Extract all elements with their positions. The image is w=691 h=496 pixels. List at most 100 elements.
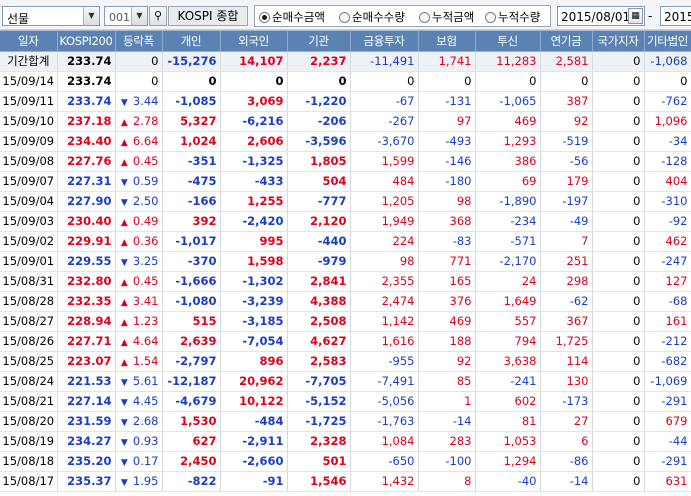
cell-kospi200: 234.27 bbox=[57, 431, 116, 452]
cell-trust: -2,170 bbox=[475, 251, 541, 272]
cell-kospi200: 231.59 bbox=[57, 411, 116, 432]
cell-frn: -2,660 bbox=[220, 451, 288, 472]
cell-date: 15/09/01 bbox=[0, 251, 58, 272]
cell-gov: 0 bbox=[592, 471, 645, 492]
table-row[interactable]: 15/08/25 223.07 ▲ 1.54 -2,797 896 2,583 -955 92 3… bbox=[0, 351, 691, 372]
table-row[interactable]: 15/08/20 231.59 ▼ 2.68 1,530 -484 -1,725 -1,763… bbox=[0, 411, 691, 432]
table-row[interactable]: 15/08/21 227.14 ▼ 4.45 -4,679 10,122 -5,152 -5,… bbox=[0, 391, 691, 412]
radio-button-icon bbox=[485, 11, 496, 23]
cell-date: 15/09/11 bbox=[0, 91, 58, 112]
table-row[interactable]: 15/09/14 233.74 0 0 0 0 0 0 0 0 0 0 bbox=[0, 71, 691, 92]
arrow-up-icon: ▲ bbox=[120, 158, 128, 168]
arrow-up-icon: ▲ bbox=[120, 218, 128, 228]
cell-ind: -1,017 bbox=[162, 231, 221, 252]
cell-inst: -979 bbox=[287, 251, 351, 272]
column-header[interactable]: 금융투자 bbox=[350, 31, 419, 52]
cell-kospi200: 233.74 bbox=[57, 91, 116, 112]
cell-kospi200: 229.91 bbox=[57, 231, 116, 252]
index-code-select[interactable]: 001 ▼ bbox=[104, 6, 148, 26]
cell-ind: -15,276 bbox=[162, 51, 221, 72]
radio-cumulative-volume[interactable]: 누적수량 bbox=[485, 10, 540, 24]
change-value: 0.45 bbox=[132, 154, 159, 168]
cell-frn: 14,107 bbox=[220, 51, 288, 72]
market-select[interactable]: 선물 ▼ bbox=[2, 6, 100, 26]
column-header[interactable]: 국가지자 bbox=[592, 31, 645, 52]
date-range-separator: - bbox=[648, 9, 653, 23]
column-header[interactable]: 일자 bbox=[0, 31, 58, 52]
cell-pen: 2,581 bbox=[540, 51, 593, 72]
cell-gov: 0 bbox=[592, 91, 645, 112]
date-to-field[interactable]: 2015 bbox=[660, 6, 691, 26]
cell-gov: 0 bbox=[592, 311, 645, 332]
table-row[interactable]: 15/09/04 227.90 ▼ 2.50 -166 1,255 -777 1,205 98-… bbox=[0, 191, 691, 212]
radio-net-buy-amount[interactable]: 순매수금액 bbox=[259, 10, 325, 24]
cell-etc: 127 bbox=[644, 271, 691, 292]
cell-trust: -241 bbox=[475, 371, 541, 392]
toolbar: 선물 ▼ 001 ▼ ⚲ KOSPI 종합 순매수금액 순매수수량 누적금액 누… bbox=[0, 0, 691, 30]
cell-fin: -267 bbox=[350, 111, 419, 132]
cell-kospi200: 227.90 bbox=[57, 191, 116, 212]
cell-trust: -1,065 bbox=[475, 91, 541, 112]
radio-button-icon bbox=[259, 11, 270, 23]
cell-change: ▲ 1.54 bbox=[115, 351, 163, 372]
cell-inst: 2,508 bbox=[287, 311, 351, 332]
radio-label: 누적금액 bbox=[432, 10, 475, 24]
table-row[interactable]: 15/08/19 234.27 ▼ 0.93 627 -2,911 2,328 1,084 28… bbox=[0, 431, 691, 452]
cell-date: 15/09/03 bbox=[0, 211, 58, 232]
column-header[interactable]: 기타법인 bbox=[644, 31, 691, 52]
cell-inst: 2,237 bbox=[287, 51, 351, 72]
table-row[interactable]: 15/09/03 230.40 ▲ 0.49 392 -2,420 2,120 1,949 36… bbox=[0, 211, 691, 232]
cell-ins: 188 bbox=[418, 331, 476, 352]
radio-cumulative-amount[interactable]: 누적금액 bbox=[419, 10, 474, 24]
cell-gov: 0 bbox=[592, 191, 645, 212]
table-row[interactable]: 15/09/01 229.55 ▼ 3.25 -370 1,598 -979 98 771 -2,… bbox=[0, 251, 691, 272]
column-header[interactable]: 외국인 bbox=[220, 31, 288, 52]
table-row[interactable]: 15/08/26 227.71 ▲ 4.64 2,639 -7,054 4,627 1,616… bbox=[0, 331, 691, 352]
cell-etc: -128 bbox=[644, 151, 691, 172]
cell-date: 15/09/14 bbox=[0, 71, 58, 92]
cell-ind: -166 bbox=[162, 191, 221, 212]
date-from-field[interactable]: 2015/08/01 ▦ bbox=[557, 6, 645, 26]
radio-net-buy-volume[interactable]: 순매수수량 bbox=[339, 10, 405, 24]
table-row[interactable]: 15/09/11 233.74 ▼ 3.44 -1,085 3,069 -1,220 -67-… bbox=[0, 91, 691, 112]
table-row[interactable]: 15/09/02 229.91 ▲ 0.36 -1,017 995 -440 224 -83 -5… bbox=[0, 231, 691, 252]
chevron-down-icon[interactable]: ▼ bbox=[83, 7, 99, 25]
column-header[interactable]: 연기금 bbox=[540, 31, 593, 52]
table-row[interactable]: 15/09/07 227.31 ▼ 0.59 -475 -433 504 484 -180 69 1… bbox=[0, 171, 691, 192]
table-row[interactable]: 15/09/08 227.76 ▲ 0.45 -351 -1,325 1,805 1,599-… bbox=[0, 151, 691, 172]
table-row[interactable]: 15/08/27 228.94 ▲ 1.23 515 -3,185 2,508 1,142 46… bbox=[0, 311, 691, 332]
cell-fin: 1,616 bbox=[350, 331, 419, 352]
table-row[interactable]: 15/09/09 234.40 ▲ 6.64 1,024 2,606 -3,596 -3,67… bbox=[0, 131, 691, 152]
cell-ind: -1,085 bbox=[162, 91, 221, 112]
chevron-down-icon[interactable]: ▼ bbox=[131, 7, 147, 25]
cell-inst: 4,627 bbox=[287, 331, 351, 352]
column-header[interactable]: 등락폭 bbox=[115, 31, 163, 52]
cell-gov: 0 bbox=[592, 371, 645, 392]
column-header[interactable]: 보험 bbox=[418, 31, 476, 52]
cell-frn: -91 bbox=[220, 471, 288, 492]
cell-pen: 0 bbox=[540, 71, 593, 92]
column-header[interactable]: 투신 bbox=[475, 31, 541, 52]
table-row-total[interactable]: 기간합계 233.74 0 -15,276 14,107 2,237 -11,491 1,74… bbox=[0, 51, 691, 72]
column-header[interactable]: 개인 bbox=[162, 31, 221, 52]
cell-fin: -955 bbox=[350, 351, 419, 372]
cell-ins: -100 bbox=[418, 451, 476, 472]
column-header[interactable]: 기관 bbox=[287, 31, 351, 52]
table-row[interactable]: 15/08/28 232.35 ▲ 3.41 -1,080 -3,239 4,388 2,47… bbox=[0, 291, 691, 312]
cell-frn: -484 bbox=[220, 411, 288, 432]
cell-fin: 1,084 bbox=[350, 431, 419, 452]
radio-label: 누적수량 bbox=[498, 10, 541, 24]
cell-change: ▲ 1.23 bbox=[115, 311, 163, 332]
change-value: 2.68 bbox=[132, 414, 159, 428]
column-header[interactable]: KOSPI200 bbox=[57, 31, 116, 52]
cell-gov: 0 bbox=[592, 291, 645, 312]
calendar-icon[interactable]: ▦ bbox=[628, 8, 643, 24]
table-row[interactable]: 15/08/18 235.20 ▼ 0.17 2,450 -2,660 501 -650 -10… bbox=[0, 451, 691, 472]
table-row[interactable]: 15/09/10 237.18 ▲ 2.78 5,327 -6,216 -206 -267 97… bbox=[0, 111, 691, 132]
table-row[interactable]: 15/08/24 221.53 ▼ 5.61 -12,187 20,962 -7,705 -7… bbox=[0, 371, 691, 392]
cell-frn: 1,598 bbox=[220, 251, 288, 272]
cell-fin: -650 bbox=[350, 451, 419, 472]
table-row[interactable]: 15/08/31 232.80 ▲ 0.45 -1,666 -1,302 2,841 2,35… bbox=[0, 271, 691, 292]
table-row[interactable]: 15/08/17 235.37 ▼ 1.95 -822 -91 1,546 1,432 8 -40… bbox=[0, 471, 691, 492]
search-button[interactable]: ⚲ bbox=[149, 6, 167, 26]
